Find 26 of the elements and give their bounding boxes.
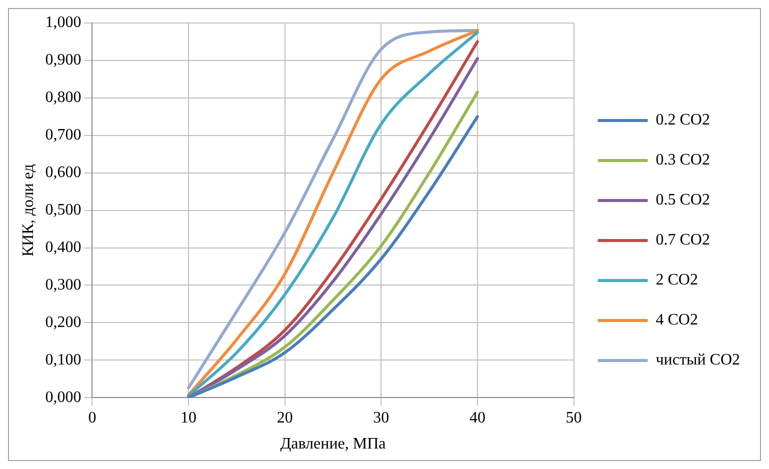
- y-tick-label: 1,000: [45, 14, 82, 32]
- x-tick-label: 20: [276, 409, 293, 426]
- y-tick-label: 0,700: [45, 126, 82, 144]
- legend-label: 2 CO2: [656, 272, 698, 289]
- x-tick-label: 40: [469, 409, 486, 426]
- y-tick-label: 0,000: [45, 388, 82, 406]
- y-tick-label: 0,100: [45, 351, 82, 368]
- y-tick-label: 0,600: [45, 164, 82, 182]
- legend-label: 0.2 CO2: [656, 112, 710, 129]
- legend-label: 4 CO2: [656, 312, 698, 329]
- y-tick-label: 0,900: [45, 52, 82, 69]
- legend-label: 0.7 CO2: [656, 232, 710, 249]
- x-tick-label: 30: [373, 409, 390, 426]
- y-tick-label: 0,800: [45, 89, 82, 106]
- x-tick-label: 10: [180, 409, 197, 426]
- y-tick-label: 0,400: [45, 238, 82, 256]
- legend-label: 0.5 CO2: [656, 192, 710, 209]
- y-tick-label: 0,500: [45, 202, 82, 219]
- x-axis-title: Давление, МПа: [280, 436, 386, 453]
- legend-label: 0.3 CO2: [656, 152, 710, 169]
- x-tick-label: 50: [566, 409, 582, 426]
- y-tick-label: 0,300: [45, 276, 82, 294]
- x-tick-label: 0: [88, 409, 96, 426]
- y-axis-title: КИК, доли ед: [20, 164, 37, 257]
- legend-label: чистый CO2: [656, 352, 740, 369]
- y-tick-label: 0,200: [45, 314, 82, 331]
